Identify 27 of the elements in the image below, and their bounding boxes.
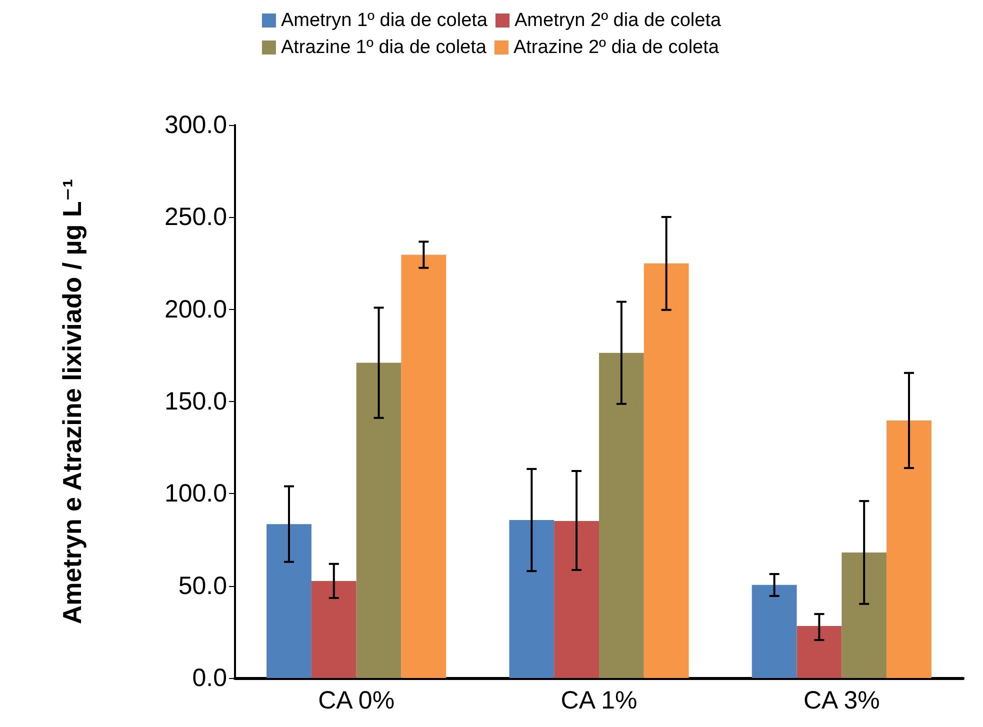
y-tick-label: 300.0 [164, 111, 227, 139]
y-tick-label: 100.0 [164, 480, 227, 508]
bar [842, 552, 887, 678]
bar [266, 524, 312, 678]
legend-label: Atrazine 2º dia de coleta [513, 37, 720, 58]
y-axis-title: Ametryn e Atrazine lixiviado / µg L⁻¹ [57, 178, 87, 624]
bar [599, 352, 644, 678]
x-tick-label: CA 1% [560, 686, 638, 714]
bar [509, 520, 554, 678]
legend-label: Ametryn 1º dia de coleta [280, 10, 488, 31]
bar [644, 263, 689, 678]
y-tick-label: 50.0 [178, 572, 227, 600]
legend-label: Atrazine 1º dia de coleta [280, 37, 487, 58]
bar [886, 420, 932, 678]
bar [311, 581, 356, 678]
bar [401, 254, 446, 678]
bar [356, 362, 402, 678]
x-tick-label: CA 0% [318, 686, 395, 714]
bar [796, 626, 842, 678]
legend-label: Ametryn 2º dia de coleta [514, 10, 722, 31]
y-tick-label: 150.0 [164, 388, 227, 416]
y-tick-label: 200.0 [164, 295, 227, 324]
bar [554, 520, 599, 678]
x-tick-label: CA 3% [803, 686, 880, 714]
y-tick-label: 0.0 [192, 664, 227, 692]
bar [752, 584, 797, 678]
y-tick-label: 250.0 [164, 203, 227, 232]
